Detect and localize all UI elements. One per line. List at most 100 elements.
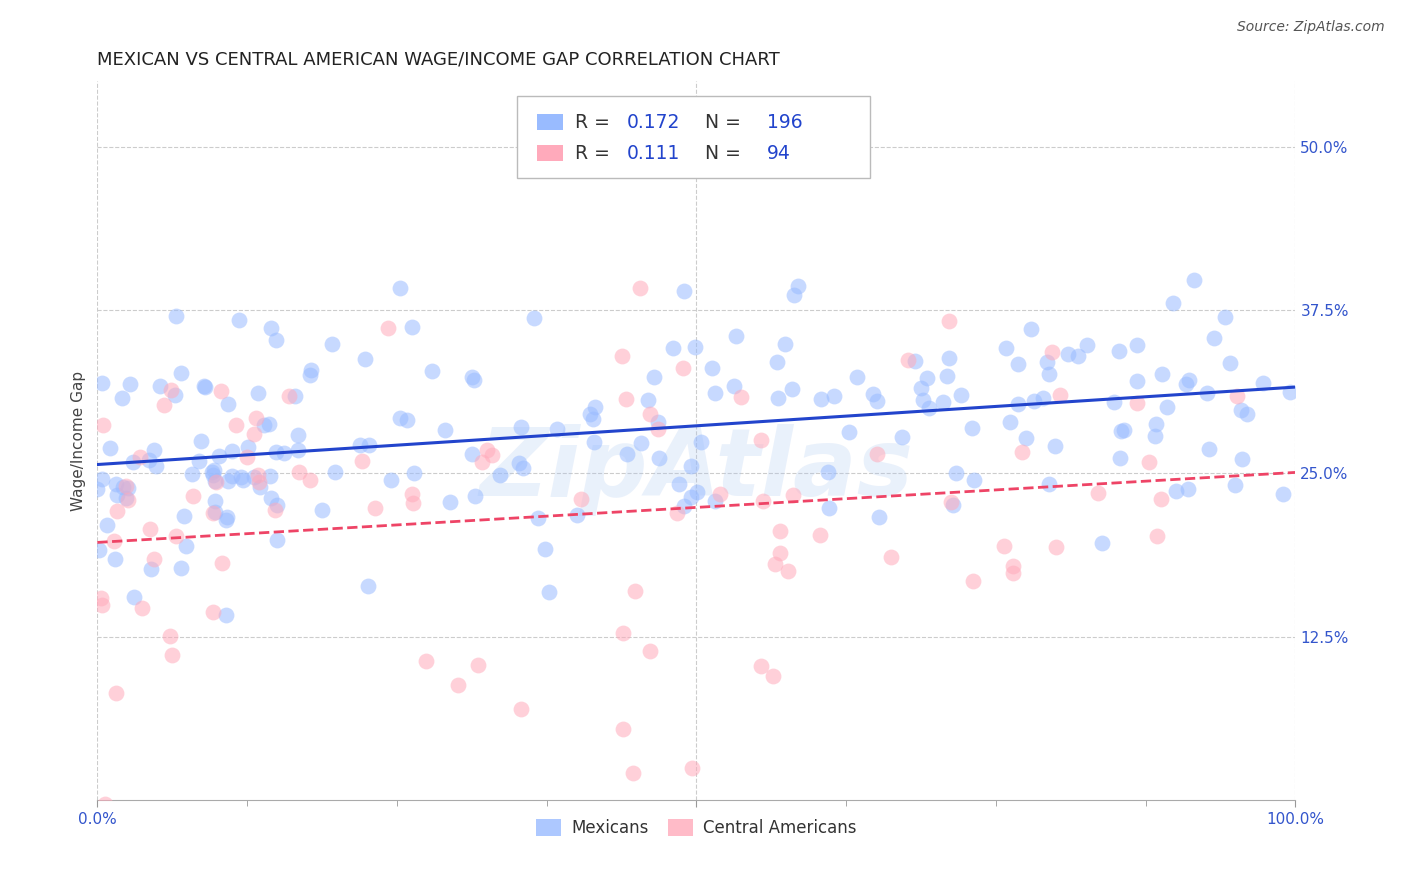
Point bbox=[231, 470, 253, 484]
Point bbox=[862, 387, 884, 401]
Point bbox=[105, 686, 128, 700]
Point bbox=[917, 371, 939, 385]
Point bbox=[149, 379, 172, 393]
Point bbox=[896, 352, 918, 367]
Point bbox=[630, 436, 652, 450]
Point bbox=[941, 494, 963, 508]
Point bbox=[880, 549, 903, 564]
Point bbox=[380, 474, 402, 488]
Point bbox=[1143, 428, 1166, 442]
Point bbox=[93, 418, 115, 433]
Point bbox=[204, 505, 226, 519]
Point bbox=[709, 487, 731, 501]
Point bbox=[1177, 482, 1199, 496]
Point bbox=[193, 378, 215, 392]
Point bbox=[768, 392, 790, 406]
Text: MEXICAN VS CENTRAL AMERICAN WAGE/INCOME GAP CORRELATION CHART: MEXICAN VS CENTRAL AMERICAN WAGE/INCOME … bbox=[97, 51, 780, 69]
Point bbox=[117, 492, 139, 507]
Point bbox=[357, 579, 380, 593]
Point bbox=[94, 797, 117, 811]
Point bbox=[612, 626, 634, 640]
Point bbox=[115, 479, 138, 493]
Point bbox=[1126, 374, 1149, 388]
Point bbox=[523, 310, 546, 325]
Point bbox=[190, 434, 212, 448]
Point bbox=[1202, 330, 1225, 344]
Point bbox=[912, 393, 935, 408]
Point bbox=[730, 390, 752, 404]
Point bbox=[769, 546, 792, 560]
Point bbox=[817, 465, 839, 479]
Point bbox=[510, 702, 533, 716]
Point bbox=[1197, 386, 1219, 401]
Point bbox=[534, 541, 557, 556]
Point bbox=[278, 389, 301, 403]
Point bbox=[236, 441, 259, 455]
Point bbox=[616, 447, 638, 461]
Point bbox=[546, 422, 568, 436]
Point bbox=[1087, 485, 1109, 500]
Point bbox=[122, 591, 145, 605]
Point bbox=[763, 557, 786, 571]
Point bbox=[447, 678, 470, 692]
Point bbox=[129, 450, 152, 464]
Point bbox=[995, 341, 1018, 355]
Point bbox=[257, 417, 280, 432]
Point bbox=[1067, 350, 1090, 364]
Point bbox=[131, 600, 153, 615]
Point bbox=[232, 473, 254, 487]
Point bbox=[904, 354, 927, 368]
Point bbox=[1112, 423, 1135, 437]
Point bbox=[489, 468, 512, 483]
Point bbox=[266, 498, 288, 512]
Point bbox=[245, 410, 267, 425]
Point bbox=[1182, 273, 1205, 287]
Point bbox=[702, 360, 724, 375]
Point bbox=[512, 461, 534, 475]
Point bbox=[773, 337, 796, 351]
Point bbox=[90, 591, 112, 605]
Point bbox=[172, 834, 194, 848]
Point bbox=[1000, 415, 1022, 429]
Point bbox=[808, 528, 831, 542]
Point bbox=[1175, 376, 1198, 391]
Point bbox=[477, 442, 499, 457]
Point bbox=[249, 475, 271, 490]
Point bbox=[776, 564, 799, 578]
Point bbox=[86, 482, 108, 496]
Point bbox=[139, 561, 162, 575]
Point bbox=[960, 420, 983, 434]
Point bbox=[433, 423, 456, 437]
Point bbox=[938, 351, 960, 366]
Point bbox=[264, 503, 287, 517]
Point bbox=[683, 340, 706, 354]
Point bbox=[120, 376, 142, 391]
Point bbox=[402, 495, 425, 509]
Point bbox=[1164, 483, 1187, 498]
Point bbox=[217, 510, 239, 524]
Point bbox=[1253, 376, 1275, 390]
Point bbox=[1236, 408, 1258, 422]
Point bbox=[264, 445, 287, 459]
Point bbox=[221, 469, 243, 483]
Point bbox=[138, 453, 160, 467]
Point bbox=[637, 393, 659, 408]
Point bbox=[1036, 354, 1059, 368]
Point bbox=[1232, 452, 1254, 467]
Point bbox=[323, 465, 346, 479]
Point bbox=[1126, 396, 1149, 410]
Point bbox=[204, 474, 226, 488]
Point bbox=[165, 529, 187, 543]
Point bbox=[260, 321, 283, 335]
Point bbox=[160, 648, 183, 662]
Point bbox=[526, 511, 548, 525]
Point bbox=[1032, 391, 1054, 405]
Point bbox=[98, 441, 121, 455]
Point bbox=[463, 374, 485, 388]
Point bbox=[1226, 389, 1249, 403]
Point bbox=[780, 382, 803, 396]
Point bbox=[181, 467, 204, 481]
Point bbox=[1045, 540, 1067, 554]
Point bbox=[145, 458, 167, 473]
Point bbox=[90, 376, 112, 390]
